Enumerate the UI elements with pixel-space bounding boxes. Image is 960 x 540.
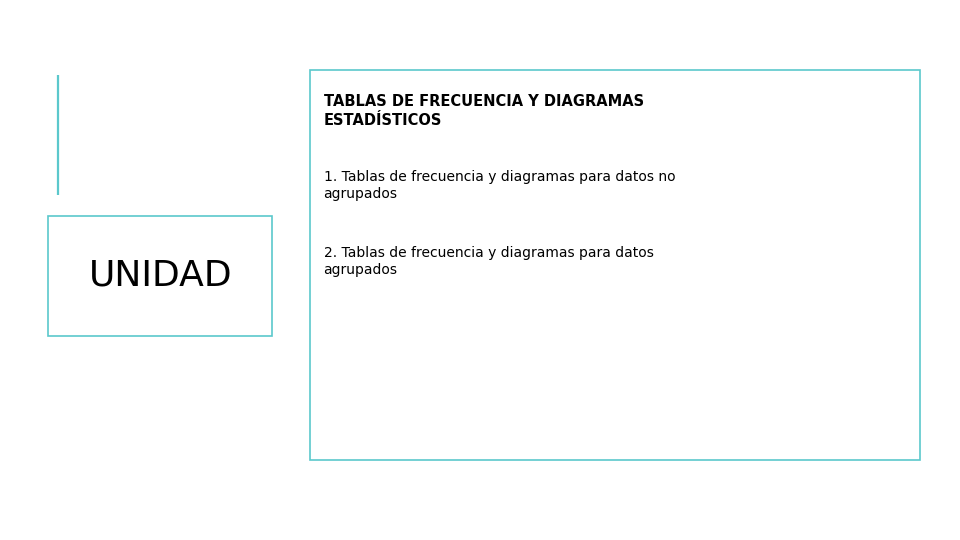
Text: UNIDAD: UNIDAD [88,259,232,293]
Text: TABLAS DE FRECUENCIA Y DIAGRAMAS
ESTADÍSTICOS: TABLAS DE FRECUENCIA Y DIAGRAMAS ESTADÍS… [324,94,643,128]
Text: 2. Tablas de frecuencia y diagramas para datos
agrupados: 2. Tablas de frecuencia y diagramas para… [324,246,654,277]
Text: 1. Tablas de frecuencia y diagramas para datos no
agrupados: 1. Tablas de frecuencia y diagramas para… [324,170,675,201]
